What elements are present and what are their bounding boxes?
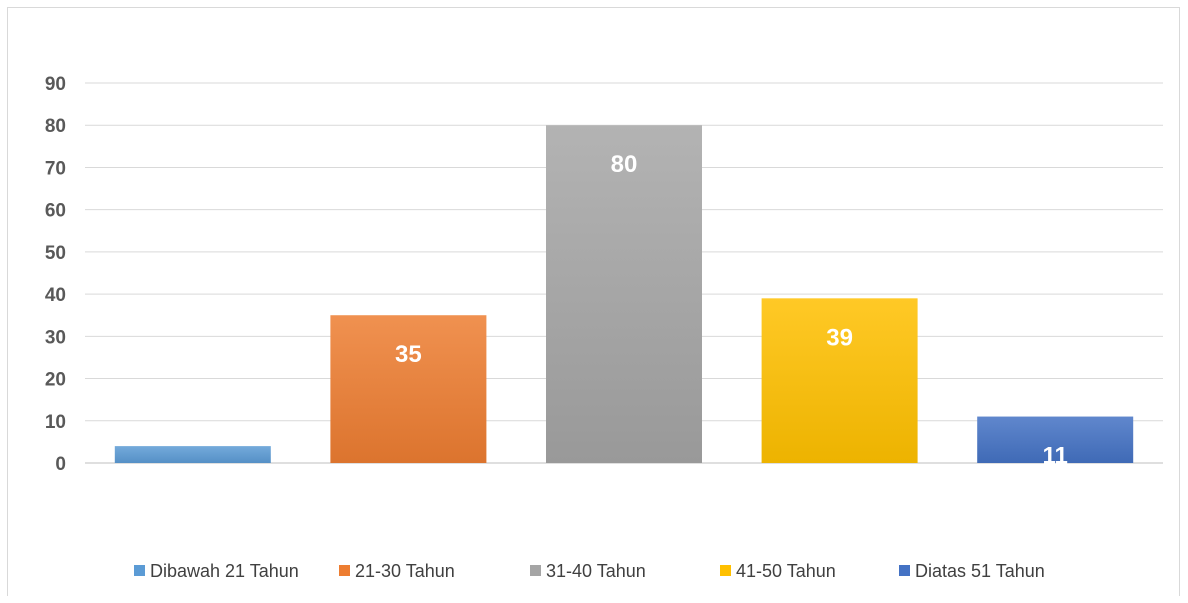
bar-diatas-51-tahun	[977, 416, 1134, 463]
y-tick-label: 40	[45, 285, 66, 306]
y-axis-ticks: 0 10 20 30 40 50 60 70 80 90	[45, 74, 66, 475]
data-label: 11	[1043, 443, 1068, 470]
y-tick-label: 80	[45, 116, 66, 137]
legend-swatch	[339, 565, 350, 576]
bars	[114, 125, 1134, 463]
data-label: 80	[611, 151, 638, 178]
legend-label: Diatas 51 Tahun	[915, 561, 1045, 581]
y-tick-label: 0	[55, 454, 66, 475]
data-label: 39	[826, 324, 853, 351]
legend-swatch	[134, 565, 145, 576]
bar-21-30-tahun	[330, 315, 487, 463]
y-tick-label: 10	[45, 412, 66, 433]
legend-swatch	[720, 565, 731, 576]
legend-label: Dibawah 21 Tahun	[150, 561, 299, 581]
legend-label: 21-30 Tahun	[355, 561, 455, 581]
data-labels: 35 80 39 11	[395, 151, 1068, 469]
legend-label: 41-50 Tahun	[736, 561, 836, 581]
legend-swatch	[530, 565, 541, 576]
legend-label: 31-40 Tahun	[546, 561, 646, 581]
bar-31-40-tahun	[546, 125, 702, 463]
y-tick-label: 30	[45, 327, 66, 348]
y-tick-label: 20	[45, 370, 66, 391]
legend: Dibawah 21 Tahun 21-30 Tahun 31-40 Tahun 41…	[134, 561, 1045, 581]
y-tick-label: 60	[45, 201, 66, 222]
legend-swatch	[899, 565, 910, 576]
y-tick-label: 50	[45, 243, 66, 264]
bar-41-50-tahun	[761, 298, 918, 463]
y-tick-label: 90	[45, 74, 66, 95]
y-tick-label: 70	[45, 158, 66, 179]
bar-dibawah-21-tahun	[114, 446, 271, 463]
data-label: 35	[395, 341, 422, 368]
